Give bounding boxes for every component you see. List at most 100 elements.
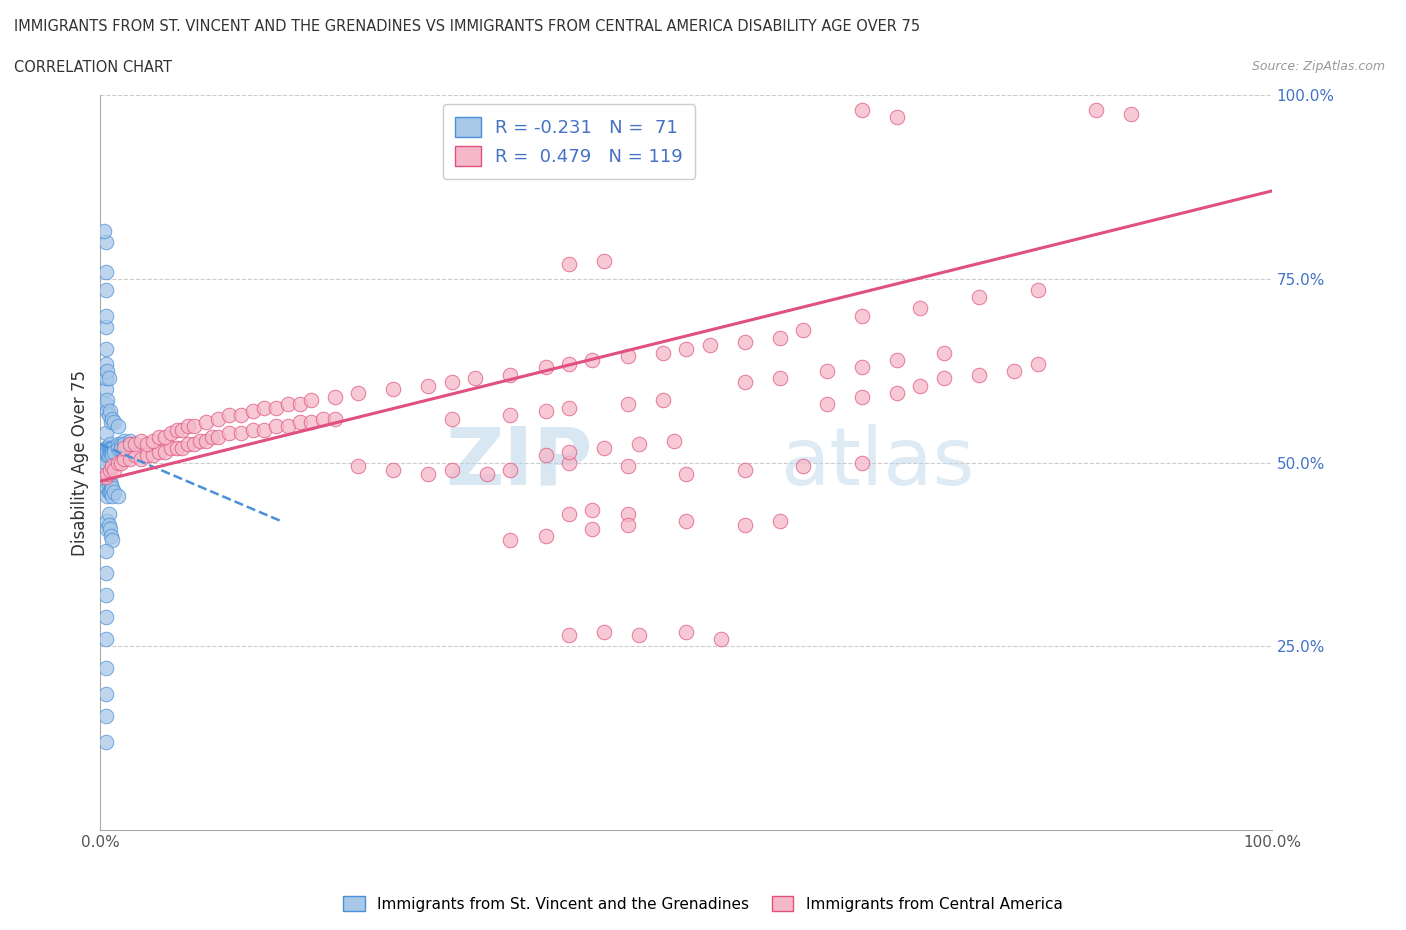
Point — [118, 452, 141, 467]
Point — [323, 411, 346, 426]
Point — [96, 445, 118, 459]
Point — [177, 437, 200, 452]
Point — [242, 404, 264, 418]
Point — [932, 345, 955, 360]
Point — [98, 462, 121, 477]
Point — [558, 507, 581, 522]
Point — [98, 441, 121, 456]
Point — [148, 430, 170, 445]
Point — [499, 532, 522, 547]
Point — [100, 445, 122, 459]
Point — [98, 404, 121, 418]
Point — [277, 418, 299, 433]
Point — [616, 518, 638, 533]
Point — [103, 445, 125, 459]
Point — [593, 624, 616, 639]
Point — [734, 462, 756, 477]
Point — [201, 430, 224, 445]
Point — [96, 448, 118, 463]
Point — [558, 356, 581, 371]
Point — [96, 481, 118, 496]
Point — [96, 609, 118, 624]
Point — [142, 433, 165, 448]
Point — [96, 364, 118, 379]
Point — [96, 470, 118, 485]
Point — [932, 371, 955, 386]
Point — [96, 283, 118, 298]
Point — [101, 448, 124, 463]
Point — [229, 407, 252, 422]
Point — [851, 389, 873, 404]
Point — [616, 458, 638, 473]
Point — [194, 415, 217, 430]
Point — [112, 441, 135, 456]
Point — [98, 522, 121, 537]
Point — [97, 441, 120, 456]
Point — [112, 452, 135, 467]
Point — [124, 437, 146, 452]
Point — [675, 514, 697, 529]
Point — [218, 407, 240, 422]
Point — [1002, 364, 1025, 379]
Point — [96, 565, 118, 580]
Point — [253, 422, 276, 437]
Point — [97, 477, 120, 492]
Point — [96, 735, 118, 750]
Point — [792, 458, 814, 473]
Point — [699, 338, 721, 352]
Point — [418, 466, 440, 481]
Point — [675, 624, 697, 639]
Point — [153, 445, 176, 459]
Point — [96, 631, 118, 646]
Point — [136, 448, 159, 463]
Point — [100, 477, 122, 492]
Point — [103, 485, 125, 499]
Point — [96, 371, 118, 386]
Point — [347, 458, 370, 473]
Point — [100, 441, 122, 456]
Point — [110, 437, 132, 452]
Point — [96, 441, 118, 456]
Point — [107, 418, 129, 433]
Point — [440, 462, 463, 477]
Point — [229, 426, 252, 441]
Text: ZIP: ZIP — [446, 424, 592, 501]
Point — [101, 532, 124, 547]
Point — [100, 415, 122, 430]
Point — [558, 400, 581, 415]
Point — [382, 382, 405, 397]
Point — [159, 426, 181, 441]
Point — [183, 437, 205, 452]
Point — [103, 441, 125, 456]
Point — [347, 386, 370, 401]
Point — [96, 445, 118, 459]
Point — [96, 514, 118, 529]
Point — [288, 396, 311, 411]
Text: CORRELATION CHART: CORRELATION CHART — [14, 60, 172, 75]
Point — [194, 433, 217, 448]
Point — [98, 437, 121, 452]
Point — [299, 392, 322, 407]
Point — [207, 411, 229, 426]
Point — [218, 426, 240, 441]
Point — [593, 253, 616, 268]
Point — [107, 456, 129, 471]
Point — [1026, 283, 1049, 298]
Point — [910, 301, 932, 316]
Point — [166, 422, 188, 437]
Point — [792, 323, 814, 338]
Point — [851, 309, 873, 324]
Point — [558, 456, 581, 471]
Point — [96, 661, 118, 676]
Point — [101, 411, 124, 426]
Point — [440, 411, 463, 426]
Point — [96, 264, 118, 279]
Point — [769, 330, 792, 345]
Point — [96, 441, 118, 456]
Point — [101, 441, 124, 456]
Point — [96, 543, 118, 558]
Point — [815, 396, 838, 411]
Point — [242, 422, 264, 437]
Point — [558, 257, 581, 272]
Point — [967, 367, 990, 382]
